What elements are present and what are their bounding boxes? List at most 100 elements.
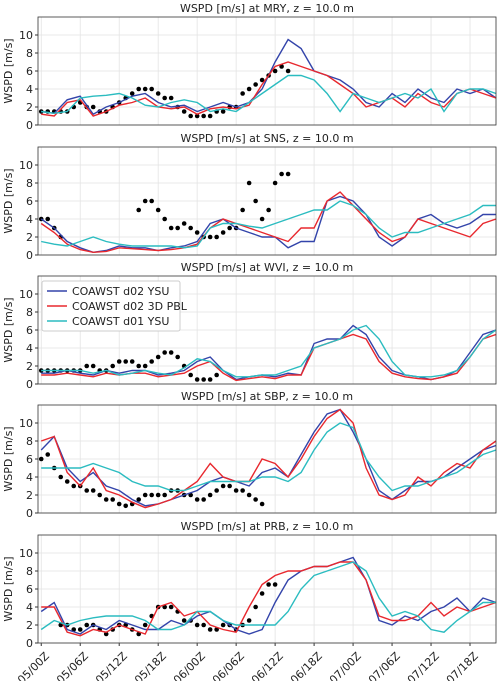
observation-point [253, 82, 258, 87]
observation-point [77, 627, 83, 632]
observation-point [162, 216, 167, 222]
x-tick-label: 05/00Z [15, 649, 52, 681]
y-tick-label: 8 [26, 435, 33, 448]
observation-point [181, 618, 187, 623]
observation-point [149, 492, 154, 498]
observation-point [188, 372, 193, 378]
observation-point [259, 591, 265, 596]
plot-frame [37, 404, 497, 514]
observation-point [162, 350, 167, 355]
observation-point [38, 456, 44, 462]
observation-point [149, 359, 154, 364]
x-tick-label: 06/06Z [210, 649, 247, 681]
y-tick-label: 8 [26, 47, 33, 60]
observation-point [214, 488, 219, 493]
observation-point [110, 497, 116, 502]
observation-point [45, 452, 51, 457]
series-line [41, 561, 497, 637]
observation-point [90, 488, 96, 493]
y-axis-label: WSPD [m/s] [2, 38, 15, 103]
x-tick-label: 05/06Z [54, 649, 91, 681]
observation-point [246, 618, 252, 623]
panel-title: WSPD [m/s] at MRY, z = 10.0 m [180, 2, 354, 15]
observation-point [116, 501, 122, 507]
observation-point [45, 216, 51, 222]
y-tick-label: 2 [26, 101, 33, 114]
observation-point [84, 488, 90, 493]
observation-point [201, 377, 206, 382]
plot-frame [37, 534, 497, 644]
y-tick-label: 8 [26, 306, 33, 319]
y-tick-label: 4 [26, 342, 33, 355]
observation-point [266, 582, 271, 587]
observation-point [227, 483, 232, 489]
observation-point [155, 207, 161, 213]
observation-point [214, 234, 219, 240]
observation-point [103, 631, 109, 637]
observation-point [142, 492, 148, 498]
observation-point [259, 77, 265, 83]
observation-point [272, 180, 278, 186]
y-tick-label: 0 [26, 119, 33, 132]
observation-point [194, 622, 200, 628]
x-tick-label: 07/00Z [327, 649, 364, 681]
observation-point [136, 497, 141, 502]
y-axis-label: WSPD [m/s] [2, 426, 15, 491]
observation-point [149, 86, 154, 92]
observation-point [272, 582, 278, 587]
observation-point [272, 68, 278, 74]
observation-point [220, 230, 226, 235]
observation-point [90, 363, 96, 369]
series-line [41, 324, 497, 378]
legend-box [41, 280, 181, 332]
observation-point [84, 363, 90, 369]
y-tick-label: 2 [26, 231, 33, 244]
series-line [40, 408, 497, 509]
series-line [41, 61, 497, 117]
observation-point [162, 492, 167, 498]
x-tick-label: 06/12Z [249, 649, 286, 681]
observation-point [71, 483, 77, 489]
observation-point [285, 68, 291, 74]
observation-point [58, 474, 64, 480]
observation-point [279, 171, 284, 177]
x-tick-label: 07/12Z [405, 649, 442, 681]
y-tick-label: 4 [26, 601, 33, 614]
y-tick-label: 4 [26, 213, 33, 226]
observation-point [90, 104, 96, 110]
legend-label: COAWST d01 YSU [72, 315, 169, 328]
observation-point [142, 86, 148, 92]
y-tick-label: 0 [26, 507, 33, 520]
y-tick-label: 0 [26, 378, 33, 391]
y-tick-label: 6 [26, 65, 33, 78]
observation-point [110, 363, 116, 369]
y-tick-label: 10 [19, 417, 33, 430]
x-tick-label: 07/18Z [444, 649, 481, 681]
series-line [41, 74, 497, 115]
observation-point [181, 109, 187, 114]
y-tick-label: 6 [26, 453, 33, 466]
observation-point [194, 377, 200, 382]
observation-point [207, 492, 213, 498]
observation-point [64, 479, 70, 484]
observation-point [253, 198, 258, 204]
panel-title: WSPD [m/s] at SNS, z = 10.0 m [180, 132, 353, 145]
observation-point [136, 86, 141, 92]
observation-point [253, 497, 258, 502]
observation-point [155, 492, 161, 498]
y-tick-label: 0 [26, 249, 33, 262]
observation-point [233, 488, 239, 493]
observation-point [168, 95, 174, 101]
series-line [40, 408, 497, 507]
y-tick-label: 8 [26, 177, 33, 190]
legend-label: COAWST d02 YSU [72, 285, 169, 298]
observation-point [103, 497, 109, 502]
observation-point [201, 113, 206, 119]
observation-point [175, 225, 180, 231]
observation-point [123, 359, 129, 364]
y-tick-label: 4 [26, 83, 33, 96]
observation-point [220, 622, 226, 628]
observation-point [142, 622, 148, 628]
observation-point [246, 180, 252, 186]
